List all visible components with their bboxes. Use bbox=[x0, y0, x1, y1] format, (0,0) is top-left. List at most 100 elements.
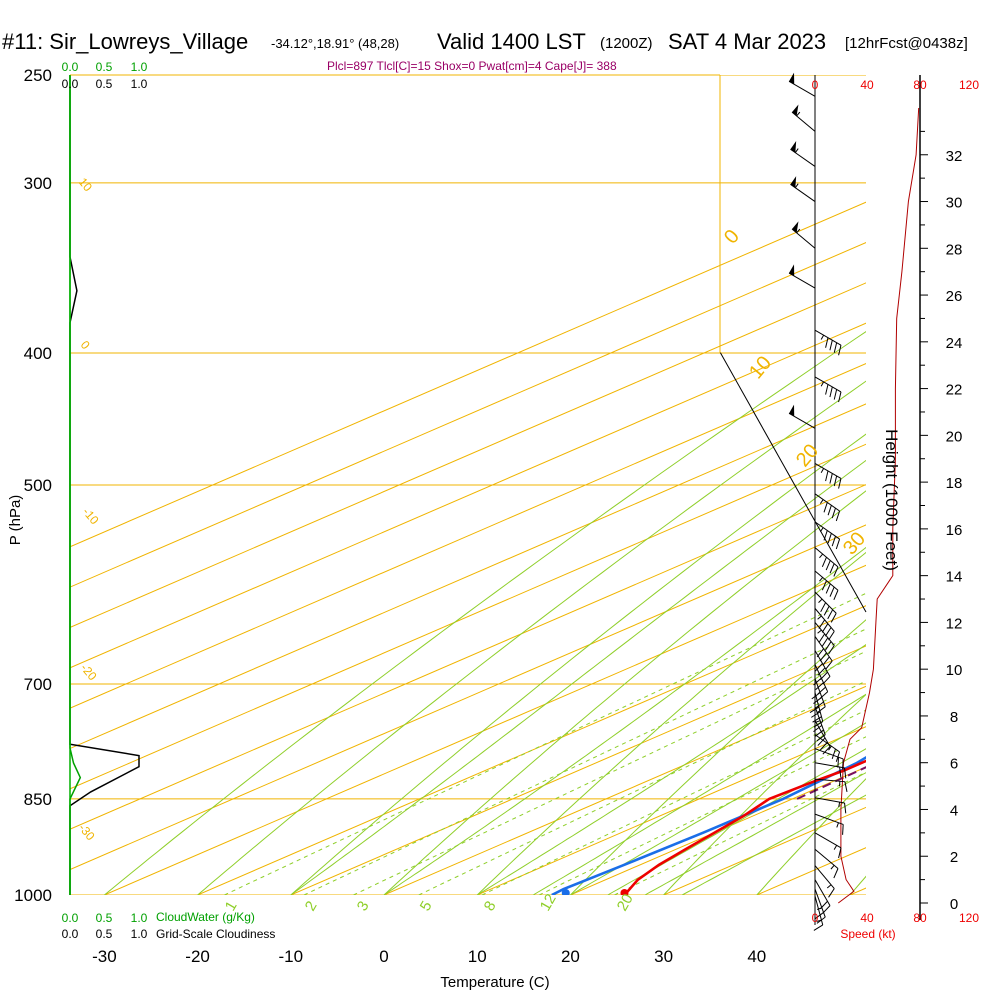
height-tick-label: 2 bbox=[950, 849, 958, 866]
speed-tick-bottom: 120 bbox=[959, 911, 979, 925]
forecast-date: SAT 4 Mar 2023 bbox=[668, 29, 826, 54]
temperature-tick-label: 20 bbox=[561, 947, 580, 966]
wind-barb bbox=[814, 462, 842, 489]
height-tick-label: 28 bbox=[946, 241, 963, 258]
dewpoint-profile bbox=[551, 756, 866, 895]
speed-tick-top: 0 bbox=[812, 78, 819, 92]
dry-adiabat-line bbox=[196, 380, 866, 895]
height-tick-label: 20 bbox=[946, 428, 963, 445]
mixing-ratio-label: 5 bbox=[417, 898, 436, 914]
cloudwater-scale-bottom: 0.5 bbox=[96, 911, 113, 925]
wind-speed-profile bbox=[838, 107, 920, 904]
moist-adiabat-line bbox=[644, 772, 866, 895]
wind-barb bbox=[814, 622, 835, 655]
wind-barb bbox=[814, 591, 837, 623]
isotherm-line bbox=[70, 403, 866, 750]
temperature-tick-label: 40 bbox=[747, 947, 766, 966]
isotherm-line bbox=[70, 201, 866, 548]
wind-barb bbox=[814, 547, 839, 577]
isotherm-label: 20 bbox=[792, 440, 823, 471]
cloudwater-label: CloudWater (g/Kg) bbox=[156, 910, 255, 924]
utc-time: (1200Z) bbox=[600, 35, 653, 52]
isotherm-line bbox=[70, 363, 866, 709]
temperature-tick-label: 0 bbox=[379, 947, 388, 966]
moist-adiabat-line bbox=[570, 722, 866, 895]
isotherm-line bbox=[70, 241, 866, 588]
isotherm-line bbox=[383, 685, 866, 895]
temperature-profile bbox=[623, 759, 866, 895]
cloudiness-scale-bottom: 0.0 bbox=[62, 927, 79, 941]
isotherm-line bbox=[477, 726, 866, 895]
mixing-ratio-line bbox=[418, 680, 866, 895]
isotherm-label: 10 bbox=[76, 175, 96, 194]
pressure-tick-label: 500 bbox=[24, 476, 52, 495]
mixing-ratio-line bbox=[303, 628, 866, 895]
wind-barb bbox=[791, 104, 816, 132]
wind-barb bbox=[814, 879, 831, 914]
cloudwater-scale-bottom: 1.0 bbox=[131, 911, 148, 925]
isotherm-line bbox=[70, 282, 866, 629]
wind-barb bbox=[788, 404, 816, 429]
isotherm-label: 0 bbox=[720, 226, 744, 249]
wind-barb bbox=[814, 832, 842, 859]
moist-adiabat-line bbox=[290, 459, 866, 895]
surface-dewpoint-dot bbox=[561, 889, 570, 895]
station-title: #11: Sir_Lowreys_Village bbox=[2, 29, 248, 54]
temperature-axis-label: Temperature (C) bbox=[440, 974, 549, 991]
forecast-run: [12hrFcst@0438z] bbox=[845, 35, 968, 52]
isotherm-line bbox=[70, 524, 866, 871]
moist-adiabat-line bbox=[681, 794, 866, 895]
wind-barb bbox=[814, 813, 844, 835]
background-grid bbox=[70, 75, 866, 895]
isotherm-label: 30 bbox=[839, 528, 870, 559]
cloudwater-scale-top: 1.0 bbox=[131, 60, 148, 74]
isotherm-label: 0 bbox=[78, 338, 93, 352]
cloudwater-scale-top: 0.0 bbox=[62, 60, 79, 74]
wind-barb bbox=[791, 221, 816, 249]
moist-adiabat-line bbox=[476, 644, 866, 895]
wind-barb bbox=[814, 493, 841, 522]
cloudiness-scale-top: 0.0 bbox=[62, 77, 79, 91]
isotherm-line bbox=[70, 484, 866, 830]
pressure-tick-label: 300 bbox=[24, 174, 52, 193]
cloudiness-scale-bottom: 1.0 bbox=[131, 927, 148, 941]
height-tick-label: 32 bbox=[946, 148, 963, 165]
mixing-ratio-line bbox=[353, 650, 866, 895]
isotherm-line bbox=[104, 564, 866, 895]
station-coords: -34.12°,18.91° (48,28) bbox=[271, 36, 399, 51]
profiles bbox=[551, 756, 866, 895]
diagram-boundary bbox=[719, 351, 867, 613]
height-tick-label: 12 bbox=[946, 615, 963, 632]
mixing-ratio-label: 20 bbox=[614, 891, 637, 914]
wind-barb bbox=[814, 650, 831, 685]
wind-barb bbox=[814, 376, 842, 403]
dry-adiabat-line bbox=[476, 551, 866, 895]
wind-barb bbox=[790, 176, 816, 202]
height-tick-label: 4 bbox=[950, 802, 958, 819]
wind-barb bbox=[788, 72, 816, 97]
height-tick-label: 30 bbox=[946, 195, 963, 212]
height-tick-label: 22 bbox=[946, 382, 963, 399]
wind-barb bbox=[814, 636, 833, 670]
cloudwater-scale-bottom: 0.0 bbox=[62, 911, 79, 925]
sounding-params: Plcl=897 Tlcl[C]=15 Shox=0 Pwat[cm]=4 Ca… bbox=[327, 59, 617, 73]
temperature-tick-label: 10 bbox=[468, 947, 487, 966]
isotherm-label: 10 bbox=[745, 352, 776, 383]
height-tick-label: 6 bbox=[950, 756, 958, 773]
wind-panel bbox=[788, 72, 920, 931]
wind-barb bbox=[814, 797, 847, 814]
wind-barb bbox=[814, 848, 839, 879]
mixing-ratio-line bbox=[614, 771, 866, 895]
speed-tick-top: 120 bbox=[959, 78, 979, 92]
wind-barb bbox=[790, 141, 816, 167]
speed-tick-bottom: 80 bbox=[913, 911, 927, 925]
height-tick-label: 18 bbox=[946, 475, 963, 492]
height-tick-label: 0 bbox=[950, 896, 958, 913]
height-tick-label: 26 bbox=[946, 288, 963, 305]
isotherm-line bbox=[197, 605, 866, 895]
wind-barb bbox=[814, 865, 835, 898]
dry-adiabat-line bbox=[383, 490, 866, 895]
speed-tick-top: 80 bbox=[913, 78, 927, 92]
dry-adiabat-line bbox=[290, 433, 866, 895]
